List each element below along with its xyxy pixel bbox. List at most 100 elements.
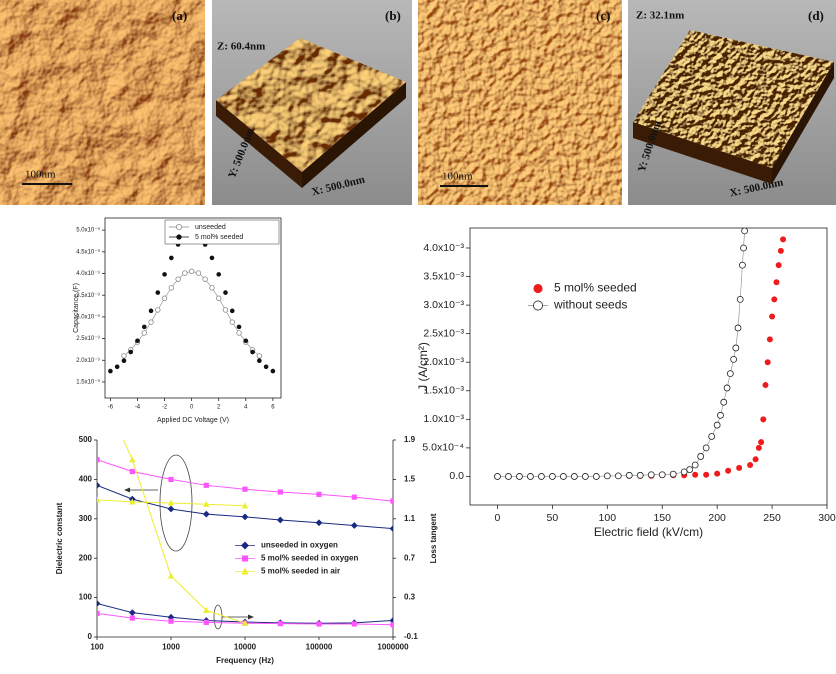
data-point — [758, 439, 765, 446]
data-point — [203, 607, 210, 614]
data-point — [243, 338, 249, 344]
y2-tick-label: 1.1 — [404, 514, 416, 523]
data-point — [129, 615, 135, 621]
data-point — [736, 295, 744, 303]
plot-frame — [469, 227, 828, 506]
data-point — [708, 433, 716, 440]
data-point — [389, 525, 393, 533]
panel-label: (d) — [808, 8, 824, 23]
data-point — [734, 324, 742, 332]
legend-label: without seeds — [553, 298, 627, 312]
data-point — [739, 261, 746, 269]
z-range: Z: 32.1nm — [636, 10, 684, 22]
data-point — [114, 364, 120, 370]
y-axis-label: Capacitance (F) — [73, 283, 80, 333]
data-point — [760, 416, 767, 423]
data-point — [581, 473, 589, 480]
data-point — [316, 621, 322, 627]
scale-label: 100nm — [442, 171, 473, 183]
data-point — [390, 498, 393, 504]
scale-label: 100nm — [25, 169, 56, 181]
data-point — [129, 498, 136, 505]
data-point — [773, 279, 780, 286]
afm-side — [633, 122, 772, 184]
x-tick-label: 1000000 — [377, 643, 409, 652]
data-point — [559, 473, 567, 480]
data-point — [162, 272, 167, 277]
x-tick-label: 300 — [818, 512, 836, 524]
y-tick-label: 4.0x10⁻³ — [423, 242, 464, 254]
data-point — [121, 358, 127, 363]
data-point — [141, 324, 147, 330]
x-axis-label: Applied DC Voltage (V) — [157, 417, 229, 424]
x-tick-label: 150 — [653, 512, 671, 524]
data-point — [603, 472, 611, 480]
x-tick-label: 2 — [217, 404, 221, 410]
data-point — [697, 453, 705, 460]
data-point — [167, 499, 175, 506]
data-point — [97, 610, 100, 616]
annotation-arrowhead — [248, 614, 254, 620]
data-point — [97, 496, 101, 503]
data-point — [669, 470, 677, 478]
y2-tick-label: 1.5 — [404, 475, 416, 484]
legend-label: 5 mol% seeded in oxygen — [261, 554, 358, 563]
x-tick-label: 10000 — [234, 643, 257, 652]
data-point — [242, 486, 248, 492]
data-point — [203, 619, 209, 626]
data-point — [740, 244, 747, 252]
y-tick-label: 1.0x10⁻³ — [423, 413, 464, 425]
data-point — [775, 262, 782, 269]
data-point — [263, 364, 269, 370]
plot-area — [97, 440, 393, 628]
data-point — [592, 473, 600, 480]
plot-area — [494, 228, 787, 480]
legend-label: 5 mol% seeded in air — [261, 567, 340, 576]
data-point — [764, 359, 771, 366]
legend-marker — [175, 223, 183, 231]
x-tick-label: 1000 — [162, 643, 180, 652]
data-point — [350, 522, 358, 529]
data-point — [717, 411, 724, 419]
y-tick-label: 4.5x10⁻⁹ — [76, 248, 100, 255]
x-tick-label: 0 — [495, 512, 501, 524]
plot-frame — [104, 217, 282, 399]
data-point — [505, 473, 512, 480]
data-point — [229, 319, 235, 325]
x-axis-label: Frequency (Hz) — [216, 656, 274, 665]
data-point — [241, 619, 249, 626]
data-point — [389, 617, 393, 624]
data-point — [175, 276, 181, 282]
data-point — [625, 471, 633, 479]
data-point — [129, 456, 136, 463]
z-range: Z: 60.4nm — [217, 41, 265, 53]
afm-image — [0, 0, 205, 205]
x-tick-label: 100000 — [306, 643, 333, 652]
data-point — [720, 398, 728, 406]
data-point — [128, 349, 134, 355]
data-point — [128, 609, 136, 616]
data-point — [780, 236, 787, 243]
y-tick-label: 0 — [88, 632, 93, 641]
y-tick-label: 2.0x10⁻³ — [423, 356, 464, 368]
x-tick-label: 6 — [271, 404, 275, 410]
data-point — [732, 344, 740, 352]
data-point — [636, 471, 644, 479]
data-point — [703, 471, 710, 478]
data-point — [202, 276, 208, 282]
y-tick-label: 500 — [79, 435, 93, 444]
data-point — [209, 285, 215, 291]
data-point — [548, 473, 556, 480]
y2-tick-label: 0.7 — [404, 553, 416, 562]
data-point — [390, 622, 393, 628]
data-point — [141, 330, 147, 336]
x-tick-label: -4 — [135, 404, 141, 410]
y-tick-label: 200 — [79, 553, 93, 562]
data-point — [769, 313, 776, 320]
data-point — [236, 324, 242, 330]
data-point — [129, 468, 135, 475]
y-tick-label: 0.0 — [449, 470, 464, 482]
x-tick-label: 50 — [547, 512, 559, 524]
data-point — [223, 290, 228, 295]
